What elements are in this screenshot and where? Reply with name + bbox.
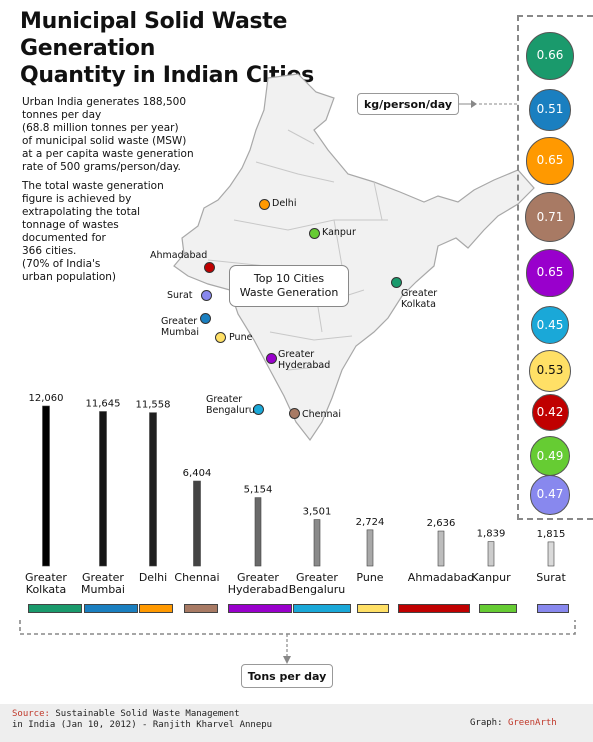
per-capita-label: kg/person/day	[357, 93, 459, 115]
city-label-chennai: Chennai	[302, 409, 342, 420]
bar-pune	[366, 529, 374, 567]
bar-value-label: 5,154	[244, 485, 273, 496]
bubble-ahmadabad: 0.42	[531, 393, 569, 431]
swatch-surat	[537, 604, 569, 613]
city-dot-bengaluru	[253, 404, 264, 415]
tons-bracket	[19, 620, 576, 664]
city-label-ahmadabad: Ahmadabad	[150, 250, 208, 261]
bar-value-label: 12,060	[29, 393, 64, 404]
swatch-greater-kolkata	[28, 604, 82, 613]
chart-title: Municipal Solid Waste Generation Quantit…	[20, 8, 420, 89]
bar-value-label: 2,636	[427, 518, 456, 529]
city-dot-kolkata	[391, 277, 402, 288]
x-label-surat: Surat	[536, 571, 566, 584]
swatch-greater-hyderabad	[228, 604, 292, 613]
bar-ahmadabad	[437, 530, 445, 567]
bar-value-label: 11,645	[86, 399, 121, 410]
city-dot-mumbai	[200, 313, 211, 324]
bubble-greater-hyderabad: 0.65	[526, 249, 574, 297]
top10-callout: Top 10 Cities Waste Generation	[229, 265, 349, 307]
swatch-greater-mumbai	[84, 604, 138, 613]
city-label-pune: Pune	[229, 332, 253, 343]
bubble-greater-bengaluru: 0.45	[530, 305, 570, 345]
city-label-surat: Surat	[167, 290, 193, 301]
bar-delhi	[149, 412, 157, 567]
intro-paragraph-2: The total waste generation figure is ach…	[22, 180, 164, 283]
x-label-greater-kolkata: Greater Kolkata	[25, 571, 67, 596]
city-label-delhi: Delhi	[272, 198, 297, 209]
bar-chennai	[193, 480, 201, 567]
bubble-greater-mumbai: 0.51	[529, 89, 571, 131]
per-capita-connector	[459, 100, 517, 108]
city-dot-delhi	[259, 199, 270, 210]
city-label-kolkata: Greater Kolkata	[401, 288, 438, 310]
swatch-ahmadabad	[398, 604, 470, 613]
bubble-pune: 0.53	[529, 350, 571, 392]
city-dot-ahmadabad	[204, 262, 215, 273]
bar-value-label: 11,558	[136, 400, 171, 411]
bar-value-label: 1,839	[477, 529, 506, 540]
bar-value-label: 1,815	[537, 529, 566, 540]
bar-value-label: 3,501	[303, 507, 332, 518]
bar-greater-kolkata	[42, 405, 50, 567]
swatch-pune	[357, 604, 389, 613]
per-capita-column	[517, 15, 593, 520]
swatch-delhi	[139, 604, 173, 613]
city-dot-pune	[215, 332, 226, 343]
bar-surat	[547, 541, 555, 567]
graph-credit: Graph: GreenArth	[470, 718, 557, 728]
city-label-kanpur: Kanpur	[322, 227, 356, 238]
x-label-greater-mumbai: Greater Mumbai	[81, 571, 125, 596]
city-label-hyderabad: Greater Hyderabad	[278, 349, 331, 371]
swatch-kanpur	[479, 604, 517, 613]
bar-greater-hyderabad	[254, 497, 262, 567]
title-line-2: Quantity in Indian Cities	[20, 63, 314, 88]
x-label-kanpur: Kanpur	[471, 571, 511, 584]
intro-paragraph-1: Urban India generates 188,500 tonnes per…	[22, 96, 194, 173]
title-line-1: Municipal Solid Waste Generation	[20, 9, 288, 61]
city-dot-chennai	[289, 408, 300, 419]
x-label-delhi: Delhi	[138, 571, 168, 584]
city-label-bengaluru: Greater Bengaluru	[206, 394, 255, 416]
footer-bar	[0, 704, 593, 742]
x-label-greater-bengaluru: Greater Bengaluru	[288, 571, 346, 596]
bar-greater-mumbai	[99, 411, 107, 567]
graph-credit-label: Graph:	[470, 718, 503, 728]
bubble-greater-kolkata: 0.66	[526, 32, 574, 80]
source-citation: Source: Sustainable Solid Waste Manageme…	[12, 709, 272, 731]
swatch-greater-bengaluru	[293, 604, 351, 613]
tons-per-day-label: Tons per day	[241, 664, 333, 688]
india-outline	[173, 73, 535, 442]
source-label: Source:	[12, 709, 50, 719]
x-label-chennai: Chennai	[174, 571, 220, 584]
bar-value-label: 2,724	[356, 517, 385, 528]
source-text-line-1: Sustainable Solid Waste Management	[55, 709, 240, 719]
bubble-surat: 0.47	[530, 475, 570, 515]
bar-value-label: 6,404	[183, 468, 212, 479]
bubble-kanpur: 0.49	[529, 435, 571, 477]
x-label-greater-hyderabad: Greater Hyderabad	[227, 571, 289, 596]
x-label-pune: Pune	[356, 571, 384, 584]
graph-credit-brand: GreenArth	[507, 718, 557, 728]
bar-greater-bengaluru	[313, 519, 321, 567]
city-dot-kanpur	[309, 228, 320, 239]
city-dot-hyderabad	[266, 353, 277, 364]
bubble-chennai: 0.71	[524, 191, 576, 243]
bar-kanpur	[487, 541, 495, 567]
city-dot-surat	[201, 290, 212, 301]
city-label-mumbai: Greater Mumbai	[161, 316, 199, 338]
x-label-ahmadabad: Ahmadabad	[407, 571, 475, 584]
bubble-delhi: 0.65	[526, 137, 574, 185]
tons-bar-chart: 12,060 11,645 11,558 6,404 5,154 3,501 2,724 2,…	[29, 393, 566, 567]
swatch-chennai	[184, 604, 218, 613]
source-text-line-2: in India (Jan 10, 2012) - Ranjith Kharve…	[12, 720, 273, 730]
